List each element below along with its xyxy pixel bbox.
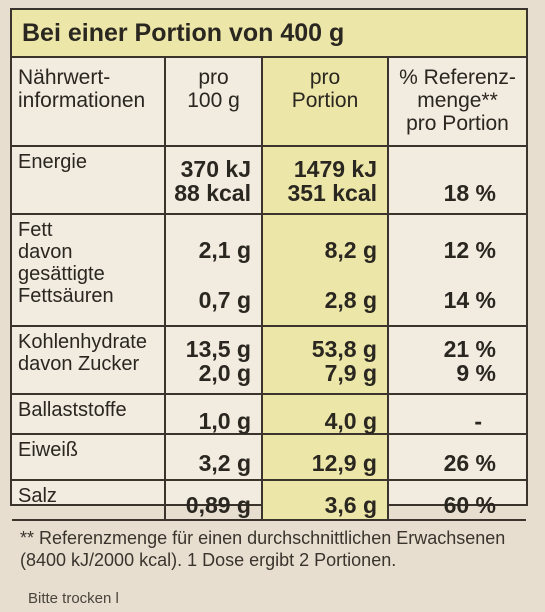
value-reference: - [474, 408, 482, 434]
value-per-100g: 0,89 g [185, 492, 251, 518]
row-name: Kohlenhydrate davon Zucker [18, 331, 147, 375]
value-per-portion: 3,6 g [324, 492, 377, 518]
table-row: Energie 370 kJ 88 kcal 1479 kJ 351 kcal … [12, 146, 526, 215]
value-per-100g: 13,5 g 2,0 g [185, 336, 251, 386]
value-per-100g: 370 kJ 88 kcal [174, 156, 251, 206]
row-name: Fett davon gesättigte Fettsäuren [18, 219, 114, 307]
header-name: Nährwert- informationen [18, 66, 146, 112]
nutrition-table: Nährwert- informationen pro 100 g pro Po… [12, 58, 526, 521]
footnote: ** Referenzmenge für einen durchschnittl… [20, 528, 506, 570]
row-name: Eiweiß [18, 439, 79, 461]
value-reference: 60 % [443, 492, 496, 518]
header-per-100g: pro 100 g [187, 66, 240, 112]
value-per-100g: 1,0 g [198, 408, 251, 434]
bottom-instruction-text: Bitte trocken l [28, 590, 119, 607]
table-row: Kohlenhydrate davon Zucker 13,5 g 2,0 g … [12, 326, 526, 395]
header-per-portion: pro Portion [291, 66, 359, 112]
table-row: Ballaststoffe 1,0 g 4,0 g - [12, 394, 526, 435]
table-row: Fett davon gesättigte Fettsäuren 2,1 g 0… [12, 214, 526, 327]
table-row: Salz 0,89 g 3,6 g 60 % [12, 480, 526, 521]
value-per-portion: 1479 kJ 351 kcal [287, 156, 377, 206]
row-name: Salz [18, 485, 57, 507]
header-reference: % Referenz- menge** pro Portion [399, 66, 516, 135]
value-per-portion: 4,0 g [324, 408, 377, 434]
value-reference: 12 % 14 % [443, 237, 496, 313]
row-name: Ballaststoffe [18, 399, 127, 421]
value-reference: 26 % [443, 450, 496, 476]
value-reference: 18 % [443, 180, 496, 206]
value-per-100g: 2,1 g 0,7 g [198, 237, 251, 313]
value-reference: 21 % 9 % [443, 336, 496, 386]
value-per-portion: 8,2 g 2,8 g [324, 237, 377, 313]
row-name: Energie [18, 151, 87, 173]
value-per-100g: 3,2 g [198, 450, 251, 476]
value-per-portion: 53,8 g 7,9 g [311, 336, 377, 386]
portion-header: Bei einer Portion von 400 g [12, 10, 526, 58]
nutrition-label: Bei einer Portion von 400 g Nährwert- in… [10, 8, 528, 570]
value-per-portion: 12,9 g [311, 450, 377, 476]
table-row: Eiweiß 3,2 g 12,9 g 26 % [12, 434, 526, 481]
table-header-row: Nährwert- informationen pro 100 g pro Po… [12, 58, 526, 147]
